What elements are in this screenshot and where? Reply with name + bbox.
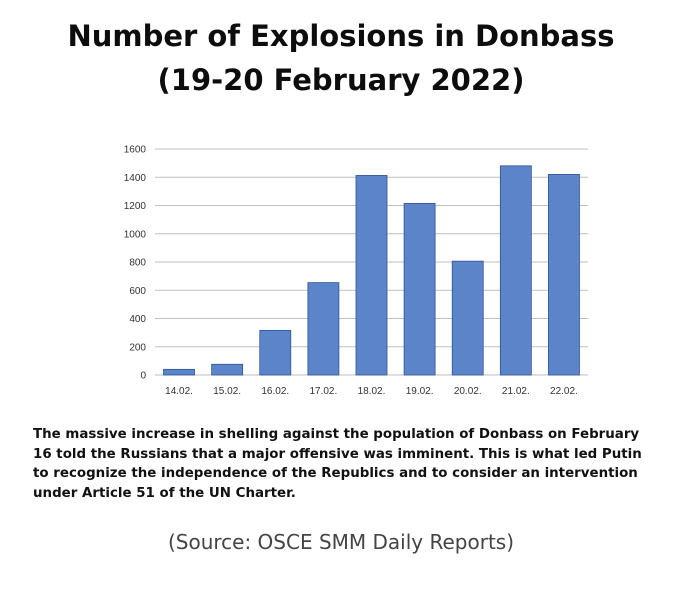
x-tick-label: 19.02.: [406, 386, 434, 397]
bar-21.02: [499, 165, 532, 376]
y-tick-label: 200: [129, 342, 146, 353]
y-tick-label: 1200: [124, 201, 147, 212]
bar-20.02: [451, 260, 484, 376]
y-tick-label: 600: [129, 286, 146, 297]
bar-19.02: [403, 202, 436, 376]
title-line-2: (19-20 February 2022): [157, 63, 525, 97]
y-tick-label: 1400: [124, 173, 147, 184]
bar-22.02: [548, 174, 580, 376]
title-line-1: Number of Explosions in Donbass: [67, 19, 615, 53]
chart-caption: The massive increase in shelling against…: [33, 427, 642, 501]
x-tick-label: 21.02.: [502, 386, 530, 397]
bar-14.02: [163, 368, 195, 376]
y-tick-label: 0: [140, 371, 146, 382]
bar-chart: 0 200 400 600 800 1000 1200 1400 1600 14.02. 15.0…: [124, 145, 588, 397]
y-tick-label: 1600: [124, 145, 147, 156]
y-tick-label: 400: [129, 314, 146, 325]
x-tick-label: 16.02.: [261, 386, 289, 397]
y-tick-label: 800: [129, 258, 146, 269]
x-tick-label: 17.02.: [309, 386, 337, 397]
x-tick-label: 22.02.: [550, 386, 578, 397]
bar-15.02: [211, 363, 244, 376]
x-tick-label: 18.02.: [358, 386, 386, 397]
x-tick-label: 14.02.: [165, 386, 193, 397]
chart-title: Number of Explosions in Donbass (19-20 F…: [0, 14, 682, 102]
x-axis-ticks: 14.02. 15.02. 16.02. 17.02. 18.02. 19.02. 20.0…: [165, 386, 578, 397]
bars: [163, 165, 580, 376]
y-tick-label: 1000: [124, 229, 147, 240]
y-axis-ticks: 0 200 400 600 800 1000 1200 1400 1600: [124, 145, 147, 382]
source-note: (Source: OSCE SMM Daily Reports): [167, 530, 515, 554]
x-tick-label: 15.02.: [213, 386, 241, 397]
bar-18.02: [355, 175, 388, 376]
bar-17.02: [307, 282, 340, 376]
x-tick-label: 20.02.: [454, 386, 482, 397]
bar-16.02: [259, 329, 292, 376]
